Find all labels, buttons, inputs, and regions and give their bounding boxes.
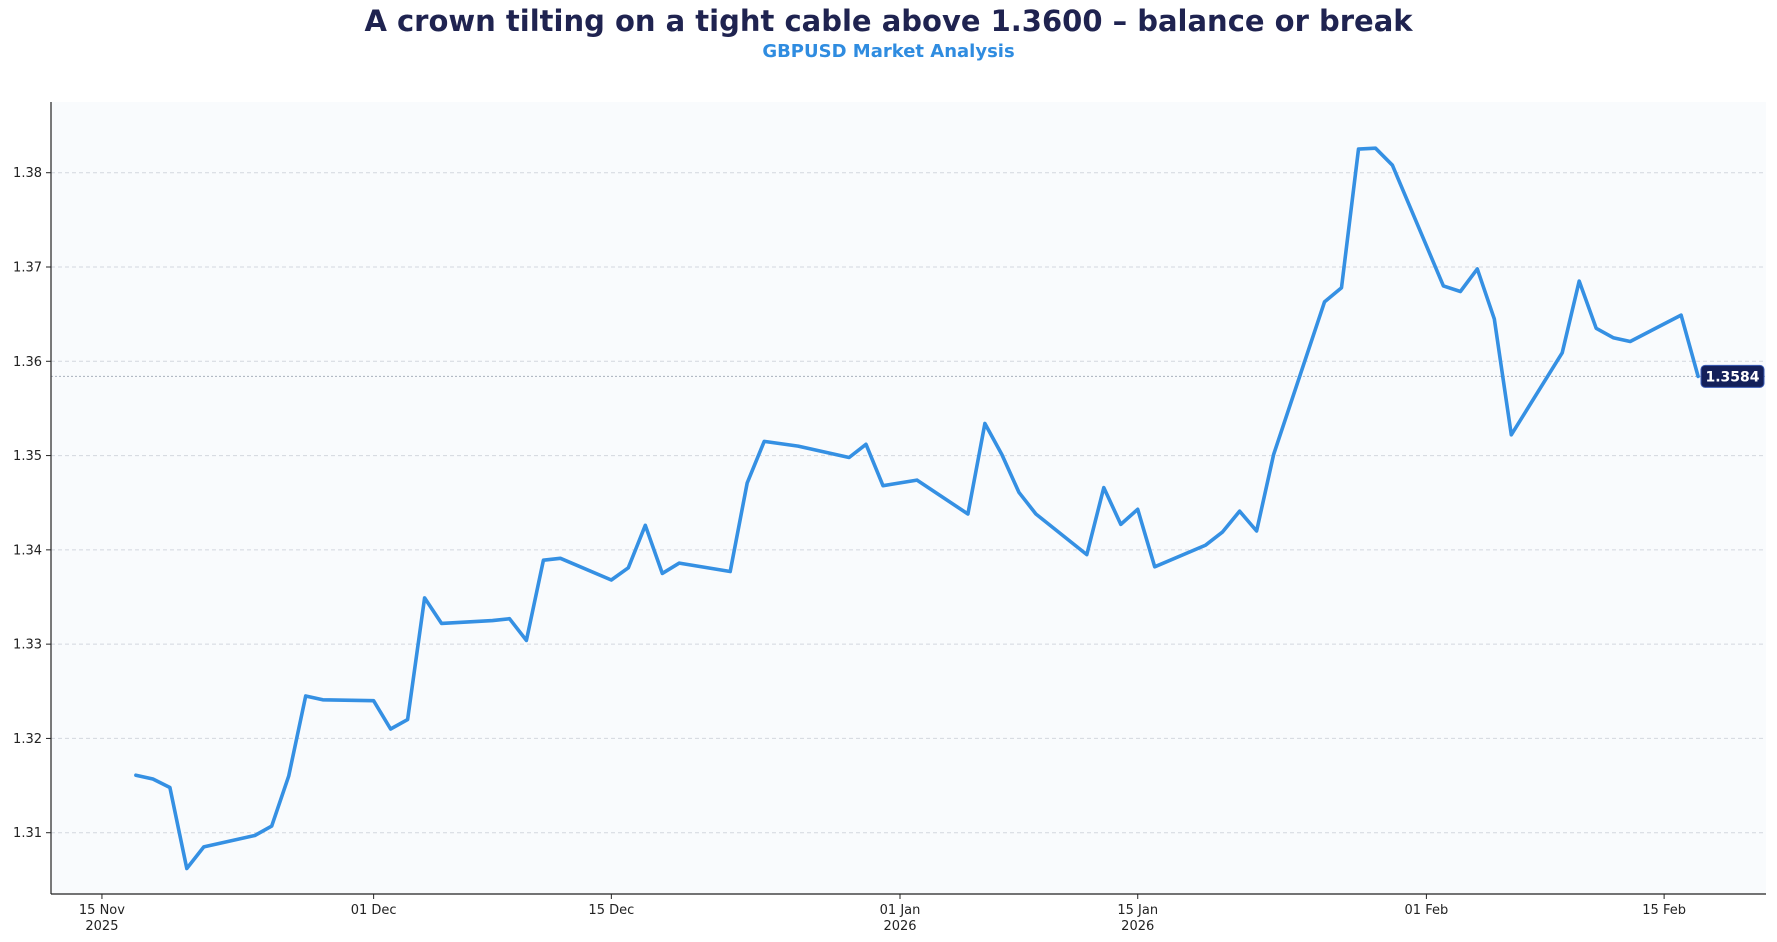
grid-lines — [51, 172, 1766, 834]
chart-title: A crown tilting on a tight cable above 1… — [364, 4, 1413, 38]
y-tick-label: 1.32 — [13, 732, 42, 747]
series-line-gbpusd — [134, 146, 1700, 871]
x-tick-year-label: 2026 — [1121, 919, 1154, 934]
y-tick-label: 1.35 — [13, 449, 42, 464]
y-tick-label: 1.38 — [13, 166, 42, 181]
y-tick-label: 1.37 — [13, 261, 42, 276]
series-layer — [134, 146, 1700, 871]
labels-layer: 1.3584 — [1700, 364, 1765, 388]
y-tick-label: 1.34 — [13, 543, 42, 558]
x-tick-label: 01 Dec — [351, 903, 397, 918]
x-tick-label: 01 Jan — [880, 903, 921, 918]
y-tick-label: 1.31 — [13, 826, 42, 841]
last-value-label: 1.3584 — [1705, 369, 1759, 385]
chart-subtitle: GBPUSD Market Analysis — [762, 41, 1015, 62]
x-tick-label: 15 Feb — [1642, 903, 1686, 918]
x-tick-label: 15 Jan — [1117, 903, 1158, 918]
x-tick-year-label: 2026 — [883, 919, 916, 934]
last-value-badge — [1700, 364, 1765, 388]
x-tick-label: 01 Feb — [1405, 903, 1449, 918]
plot-area — [51, 102, 1766, 894]
y-tick-label: 1.36 — [13, 355, 42, 370]
x-tick-label: 15 Nov — [79, 903, 125, 918]
x-tick-label: 15 Dec — [588, 903, 634, 918]
y-tick-label: 1.33 — [13, 638, 42, 653]
x-tick-year-label: 2025 — [85, 919, 118, 934]
